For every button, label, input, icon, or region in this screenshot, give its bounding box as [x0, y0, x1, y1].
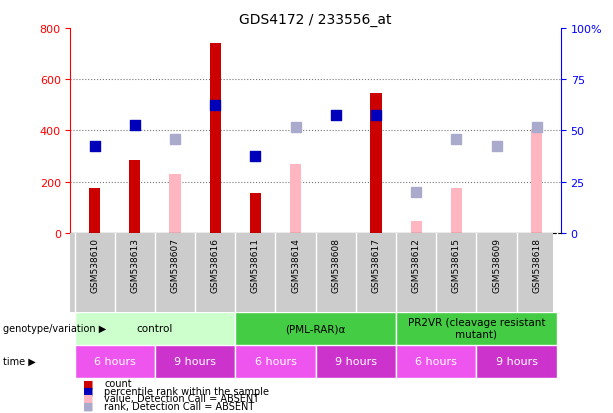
Text: 6 hours: 6 hours — [94, 356, 135, 366]
Text: count: count — [104, 378, 132, 388]
Point — [291, 124, 300, 131]
Text: GSM538616: GSM538616 — [211, 237, 219, 292]
Bar — [235, 312, 396, 345]
Point — [452, 137, 462, 143]
Bar — [75, 345, 155, 378]
Text: GSM538610: GSM538610 — [90, 237, 99, 292]
Text: 6 hours: 6 hours — [254, 356, 297, 366]
Point — [170, 137, 180, 143]
Text: 6 hours: 6 hours — [416, 356, 457, 366]
Text: control: control — [137, 323, 173, 333]
Bar — [316, 345, 396, 378]
Text: GSM538607: GSM538607 — [170, 237, 180, 292]
Text: percentile rank within the sample: percentile rank within the sample — [104, 386, 269, 396]
Point — [89, 143, 99, 150]
Text: GSM538608: GSM538608 — [331, 237, 340, 292]
Point — [371, 112, 381, 119]
Text: ■: ■ — [83, 386, 93, 396]
Bar — [89, 189, 100, 233]
Point — [411, 189, 421, 196]
Text: GSM538609: GSM538609 — [492, 237, 501, 292]
Bar — [235, 345, 316, 378]
Text: GSM538618: GSM538618 — [532, 237, 541, 292]
Bar — [75, 312, 235, 345]
Text: 9 hours: 9 hours — [496, 356, 538, 366]
Text: GSM538613: GSM538613 — [131, 237, 139, 292]
Bar — [396, 345, 476, 378]
Text: GSM538612: GSM538612 — [412, 237, 421, 292]
Text: ■: ■ — [83, 393, 93, 403]
Bar — [290, 164, 301, 233]
Bar — [476, 345, 557, 378]
Text: genotype/variation ▶: genotype/variation ▶ — [3, 323, 106, 333]
Point — [251, 153, 261, 160]
Title: GDS4172 / 233556_at: GDS4172 / 233556_at — [240, 12, 392, 26]
Bar — [451, 189, 462, 233]
Text: time ▶: time ▶ — [3, 356, 36, 366]
Point — [492, 143, 501, 150]
Text: GSM538614: GSM538614 — [291, 237, 300, 292]
Text: 9 hours: 9 hours — [335, 356, 377, 366]
Text: ■: ■ — [83, 401, 93, 411]
Text: GSM538611: GSM538611 — [251, 237, 260, 292]
Bar — [169, 175, 181, 233]
Bar — [396, 312, 557, 345]
Text: ■: ■ — [83, 378, 93, 388]
Point — [331, 112, 341, 119]
Text: GSM538617: GSM538617 — [371, 237, 381, 292]
Point — [532, 124, 542, 131]
Point — [210, 102, 220, 109]
Bar — [210, 44, 221, 233]
Bar — [250, 194, 261, 233]
Text: PR2VR (cleavage resistant
mutant): PR2VR (cleavage resistant mutant) — [408, 318, 545, 339]
Text: 9 hours: 9 hours — [174, 356, 216, 366]
Point — [130, 123, 140, 129]
Bar — [411, 222, 422, 233]
Text: (PML-RAR)α: (PML-RAR)α — [286, 323, 346, 333]
Bar — [155, 345, 235, 378]
Text: rank, Detection Call = ABSENT: rank, Detection Call = ABSENT — [104, 401, 254, 411]
Bar — [129, 161, 140, 233]
Bar — [531, 130, 543, 233]
Text: GSM538615: GSM538615 — [452, 237, 461, 292]
Bar — [370, 94, 381, 233]
Text: value, Detection Call = ABSENT: value, Detection Call = ABSENT — [104, 393, 259, 403]
